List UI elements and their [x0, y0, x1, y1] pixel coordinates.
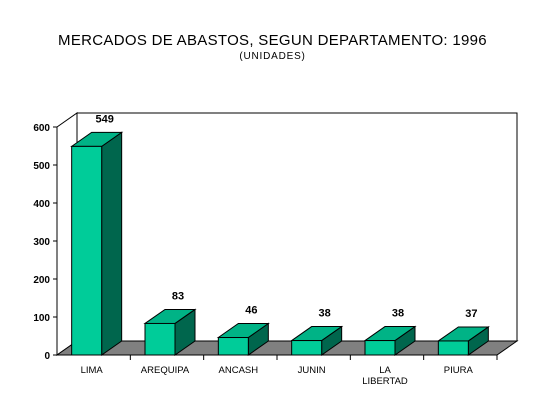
y-tick-label: 400 — [33, 199, 50, 210]
data-label: 83 — [172, 290, 184, 302]
category-label: JUNIN — [298, 365, 326, 376]
bar — [217, 337, 249, 356]
bar — [437, 340, 469, 356]
bar — [364, 340, 396, 356]
y-tick-label: 200 — [33, 275, 50, 286]
category-label: LIBERTAD — [362, 376, 408, 387]
y-tick-label: 600 — [33, 123, 50, 134]
category-label: PIURA — [444, 365, 474, 376]
data-label: 37 — [465, 308, 477, 320]
data-label: 549 — [95, 113, 113, 125]
data-label: 38 — [392, 308, 404, 320]
y-tick-label: 0 — [44, 351, 50, 362]
bar-side — [101, 131, 123, 356]
data-label: 46 — [245, 305, 257, 317]
category-label: ANCASH — [219, 365, 259, 376]
bar — [144, 322, 176, 356]
chart-subtitle: (UNIDADES) — [239, 51, 306, 62]
back-wall — [76, 112, 518, 342]
category-label: LIMA — [81, 365, 104, 376]
bar — [291, 340, 323, 356]
bar — [71, 145, 103, 356]
data-label: 38 — [319, 308, 331, 320]
category-label: LA — [379, 365, 391, 376]
category-label: AREQUIPA — [141, 365, 190, 376]
chart-title: MERCADOS DE ABASTOS, SEGUN DEPARTAMENTO:… — [58, 32, 487, 49]
y-tick-label: 300 — [33, 237, 50, 248]
y-tick-label: 100 — [33, 313, 50, 324]
y-tick-label: 500 — [33, 161, 50, 172]
